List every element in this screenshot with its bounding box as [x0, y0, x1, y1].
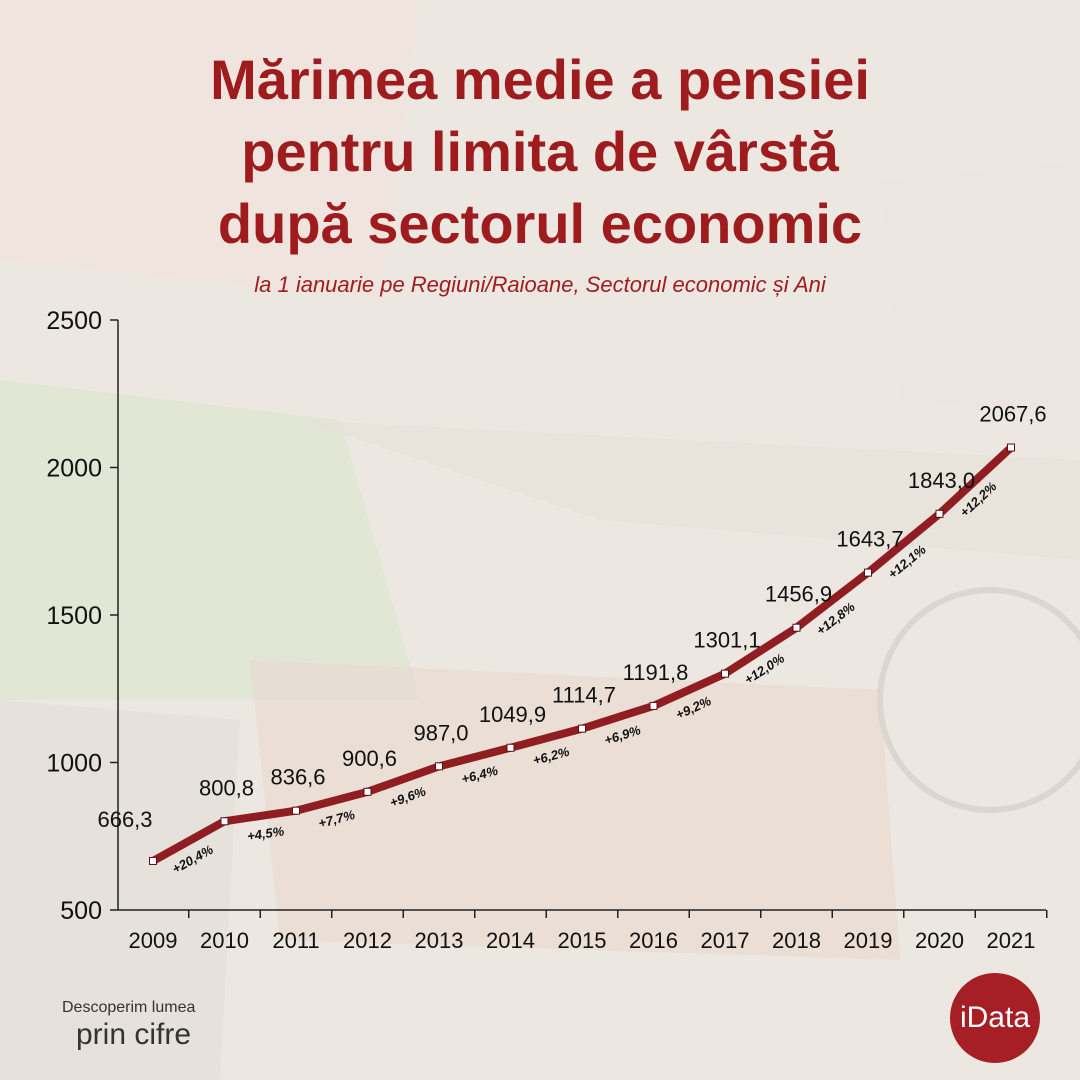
chart-title: Mărimea medie a pensiei pentru limita de… — [60, 44, 1020, 260]
x-tick-label: 2011 — [272, 928, 319, 953]
data-point — [1007, 443, 1015, 452]
data-label: 800,8 — [199, 775, 254, 800]
title-line-2: pentru limita de vârstă — [241, 120, 839, 183]
data-point — [292, 806, 300, 815]
data-point — [792, 623, 801, 632]
y-tick-label: 500 — [60, 897, 102, 925]
x-tick-label: 2009 — [129, 928, 178, 953]
data-label: 1456,9 — [765, 582, 832, 607]
data-label: 1301,1 — [693, 628, 760, 653]
data-point — [864, 568, 872, 577]
data-point — [363, 787, 372, 796]
x-tick-label: 2019 — [844, 928, 893, 953]
data-label: 2067,6 — [979, 402, 1046, 427]
data-label: 987,0 — [413, 720, 468, 745]
growth-label: +4,5% — [246, 823, 285, 843]
y-tick-label: 2500 — [46, 307, 102, 335]
data-point — [220, 817, 229, 826]
growth-label: +6,9% — [602, 722, 642, 748]
x-tick-label: 2010 — [200, 928, 249, 953]
data-point — [506, 743, 515, 752]
x-tick-label: 2013 — [415, 928, 464, 953]
data-point — [935, 509, 944, 518]
x-tick-label: 2018 — [772, 928, 821, 953]
idata-logo: iData — [950, 973, 1040, 1063]
data-label: 1049,9 — [479, 702, 546, 727]
chart-subtitle: la 1 ianuarie pe Regiuni/Raioane, Sector… — [254, 272, 826, 297]
y-tick-label: 1500 — [46, 602, 102, 630]
x-tick-label: 2017 — [701, 928, 750, 953]
data-label: 1843,0 — [908, 468, 975, 493]
data-label: 666,3 — [97, 807, 152, 832]
title-line-1: Mărimea medie a pensiei — [210, 48, 870, 111]
data-point — [435, 762, 443, 771]
growth-label: +9,6% — [388, 783, 429, 810]
title-line-3: după sectorul economic — [217, 192, 863, 255]
y-tick-label: 1000 — [46, 750, 102, 778]
x-tick-label: 2015 — [558, 928, 607, 953]
data-point — [578, 724, 586, 733]
growth-label: +6,4% — [460, 763, 500, 787]
tagline-line-1: Descoperim lumea — [62, 999, 196, 1016]
data-point — [649, 701, 658, 710]
data-label: 900,6 — [342, 746, 397, 771]
data-label: 836,6 — [270, 765, 325, 790]
x-tick-label: 2021 — [987, 928, 1036, 953]
growth-label: +7,7% — [317, 807, 357, 831]
x-tick-label: 2016 — [629, 928, 678, 953]
data-label: 1191,8 — [623, 660, 689, 685]
tagline-line-2: prin cifre — [76, 1018, 192, 1051]
data-point — [721, 669, 729, 678]
growth-label: +6,2% — [531, 744, 571, 768]
data-point — [149, 856, 157, 865]
data-label: 1114,7 — [552, 683, 616, 708]
x-tick-label: 2014 — [486, 928, 535, 953]
x-tick-label: 2020 — [915, 928, 964, 953]
x-tick-label: 2012 — [343, 928, 392, 953]
data-label: 1643,7 — [836, 527, 903, 552]
y-tick-label: 2000 — [46, 455, 102, 483]
tagline: Descoperim lumea prin cifre — [62, 998, 195, 1052]
series-line — [149, 443, 1015, 865]
